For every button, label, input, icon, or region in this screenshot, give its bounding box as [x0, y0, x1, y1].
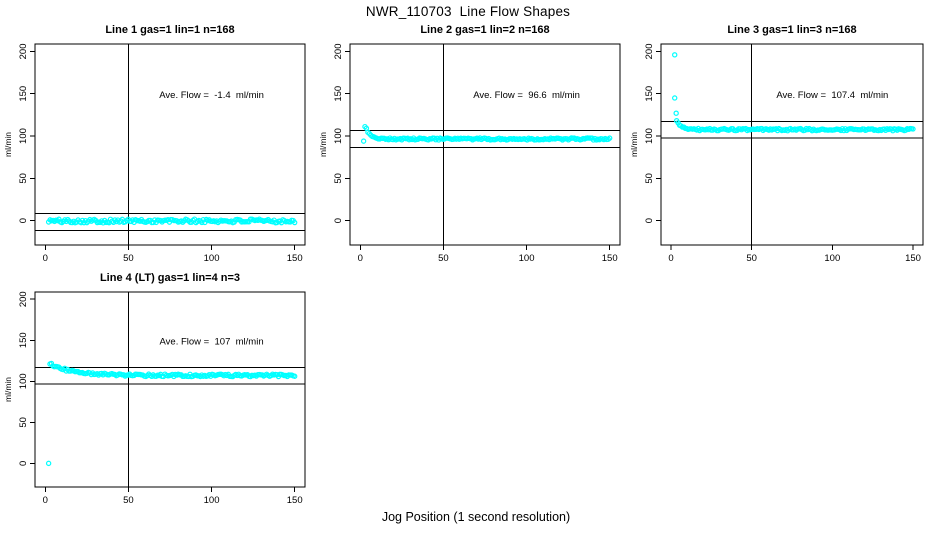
y-tick-label: 100 [18, 373, 29, 389]
plot-box [34, 43, 306, 246]
plot-box [660, 43, 924, 246]
y-tick-label: 50 [644, 173, 655, 184]
x-tick-label: 150 [287, 495, 303, 506]
ave-flow-annotation: Ave. Flow = 107 ml/min [160, 336, 264, 347]
y-tick-label: 200 [18, 291, 29, 307]
panel-line1: Line 1 gas=1 lin=1 n=168 Ave. Flow = -1.4… [3, 24, 306, 264]
x-tick-label: 150 [287, 253, 303, 264]
ave-flow-annotation: Ave. Flow = -1.4 ml/min [159, 90, 264, 101]
panel-line3: Line 3 gas=1 lin=3 n=168 Ave. Flow = 107.… [629, 24, 924, 264]
x-tick-label: 100 [204, 253, 220, 264]
x-tick-label: 100 [519, 253, 535, 264]
data-points [360, 123, 613, 144]
y-tick-label: 50 [18, 173, 29, 184]
y-tick-label: 200 [644, 44, 655, 60]
data-point-outlier [672, 52, 678, 58]
y-axis-label: ml/min [3, 132, 13, 157]
y-tick-label: 150 [333, 86, 344, 102]
plot-box [34, 291, 306, 488]
data-point-outlier [672, 95, 678, 101]
data-point [910, 126, 916, 132]
y-axis-label: ml/min [3, 377, 13, 402]
y-tick-label: 100 [18, 128, 29, 144]
x-tick-label: 50 [123, 495, 134, 506]
y-tick-label: 150 [18, 86, 29, 102]
y-tick-label: 0 [333, 218, 344, 223]
panel-title: Line 2 gas=1 lin=2 n=168 [420, 24, 549, 36]
x-tick-label: 0 [43, 495, 48, 506]
data-point [291, 219, 298, 226]
main-title: NWR_110703 Line Flow Shapes [365, 4, 571, 19]
data-point-outlier [45, 460, 52, 467]
panel-title: Line 1 gas=1 lin=1 n=168 [105, 24, 234, 36]
y-axis-label: ml/min [318, 132, 328, 157]
ave-flow-annotation: Ave. Flow = 96.6 ml/min [473, 90, 580, 101]
data-points [672, 52, 916, 134]
x-tick-label: 0 [43, 253, 48, 264]
x-axis-label: Jog Position (1 second resolution) [381, 510, 571, 524]
data-point [291, 373, 298, 379]
x-tick-label: 50 [746, 253, 757, 264]
plot-box [349, 43, 621, 246]
y-tick-label: 0 [18, 461, 29, 466]
data-point-outlier [360, 138, 367, 144]
data-point-outlier [673, 110, 679, 116]
x-tick-label: 0 [668, 253, 673, 264]
panel-title: Line 4 (LT) gas=1 lin=4 n=3 [100, 272, 240, 284]
panel-title: Line 3 gas=1 lin=3 n=168 [727, 24, 856, 36]
y-tick-label: 100 [333, 128, 344, 144]
ave-flow-annotation: Ave. Flow = 107.4 ml/min [776, 90, 888, 101]
x-tick-label: 50 [123, 253, 134, 264]
panel-line2: Line 2 gas=1 lin=2 n=168 Ave. Flow = 96.6… [318, 24, 621, 264]
y-tick-label: 150 [644, 86, 655, 102]
x-tick-label: 100 [204, 495, 220, 506]
y-tick-label: 200 [333, 44, 344, 60]
y-tick-label: 0 [18, 218, 29, 223]
panel-line4: Line 4 (LT) gas=1 lin=4 n=3 Ave. Flow = 1… [3, 272, 306, 506]
x-tick-label: 100 [824, 253, 840, 264]
x-tick-label: 150 [602, 253, 618, 264]
y-tick-label: 50 [333, 173, 344, 184]
y-tick-label: 150 [18, 332, 29, 348]
data-point [606, 135, 613, 141]
y-tick-label: 50 [18, 417, 29, 428]
data-points [45, 360, 298, 467]
x-tick-label: 0 [358, 253, 363, 264]
y-tick-label: 0 [644, 218, 655, 223]
x-tick-label: 50 [438, 253, 449, 264]
x-tick-label: 150 [905, 253, 921, 264]
y-tick-label: 200 [18, 44, 29, 60]
y-tick-label: 100 [644, 128, 655, 144]
data-points [45, 216, 298, 226]
y-axis-label: ml/min [629, 132, 639, 157]
